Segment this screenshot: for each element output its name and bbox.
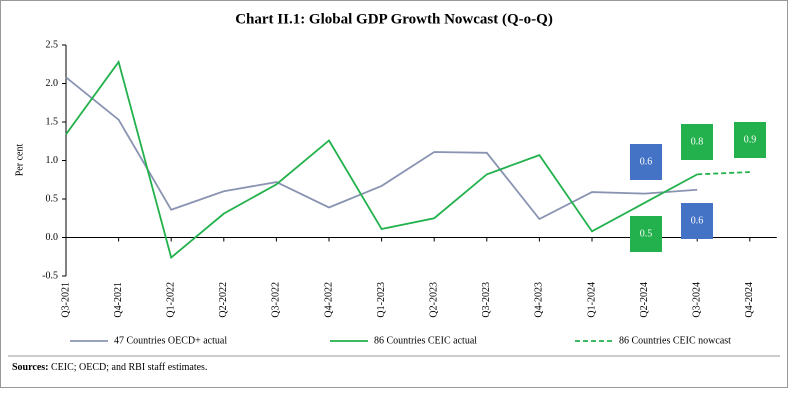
legend-label: 86 Countries CEIC nowcast xyxy=(619,335,731,346)
x-tick-label: Q4-2021 xyxy=(113,282,124,318)
chart-title: Chart II.1: Global GDP Growth Nowcast (Q… xyxy=(235,11,553,27)
series-line xyxy=(65,76,698,221)
x-tick-label: Q1-2023 xyxy=(376,282,387,318)
x-tick-label: Q3-2022 xyxy=(271,282,282,318)
x-tick-label: Q4-2023 xyxy=(534,282,545,318)
series-line xyxy=(65,59,698,260)
y-tick-label: 1.5 xyxy=(46,116,59,127)
x-tick-label: Q4-2022 xyxy=(323,282,334,318)
annotation-box xyxy=(630,144,662,180)
x-tick-label: Q4-2024 xyxy=(744,282,755,318)
x-tick-label: Q3-2024 xyxy=(691,282,702,318)
x-tick-label: Q2-2023 xyxy=(428,282,439,318)
y-tick-label: 0.5 xyxy=(46,193,59,204)
x-tick-label: Q1-2022 xyxy=(165,282,176,318)
y-tick-label: 1.0 xyxy=(46,155,59,166)
source-text: CEIC; OECD; and RBI staff estimates. xyxy=(51,362,207,373)
annotation-text: 0.6 xyxy=(640,156,653,167)
y-tick-label: 2.5 xyxy=(46,39,59,50)
annotation-box xyxy=(681,203,713,239)
annotation-text: 0.6 xyxy=(691,215,704,226)
legend-label: 47 Countries OECD+ actual xyxy=(114,335,227,346)
x-tick-label: Q3-2023 xyxy=(481,282,492,318)
y-tick-label: 2.0 xyxy=(46,78,59,89)
annotation-box xyxy=(734,122,766,158)
source: Sources: CEIC; OECD; and RBI staff estim… xyxy=(12,362,207,373)
y-tick-label: -0.5 xyxy=(42,270,58,281)
y-tick-label: 0.0 xyxy=(46,232,59,243)
annotation-text: 0.5 xyxy=(640,228,653,239)
legend-label: 86 Countries CEIC actual xyxy=(374,335,477,346)
annotation-text: 0.8 xyxy=(691,136,704,147)
annotation-box xyxy=(630,216,662,252)
series-line xyxy=(697,171,750,176)
annotation-text: 0.9 xyxy=(744,134,757,145)
x-tick-label: Q1-2024 xyxy=(586,282,597,318)
y-axis-label: Per cent xyxy=(14,144,25,177)
annotation-box xyxy=(681,124,713,160)
x-tick-label: Q2-2022 xyxy=(218,282,229,318)
x-tick-label: Q3-2021 xyxy=(60,282,71,318)
x-tick-label: Q2-2024 xyxy=(639,282,650,318)
source-label: Sources: xyxy=(12,362,48,373)
